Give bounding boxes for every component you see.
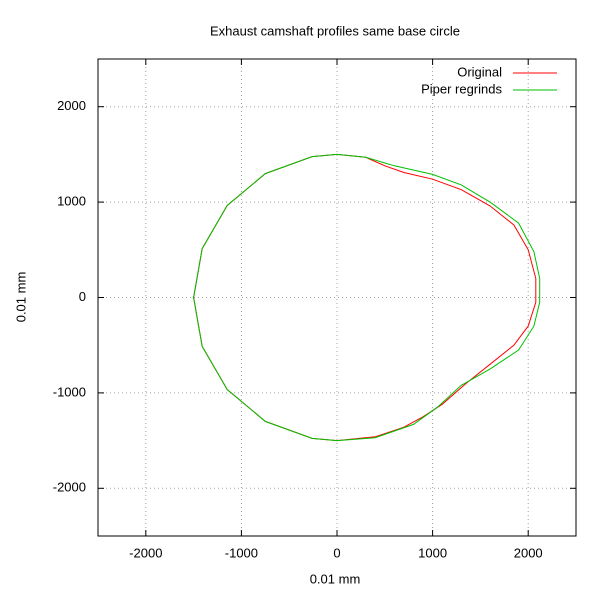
y-tick-label: 2000 bbox=[57, 98, 86, 113]
x-tick-label: 0 bbox=[333, 545, 340, 560]
legend-label: Original bbox=[457, 64, 502, 79]
x-tick-label: 1000 bbox=[418, 545, 447, 560]
y-tick-label: -1000 bbox=[53, 384, 86, 399]
series-line bbox=[193, 153, 537, 442]
x-tick-label: 2000 bbox=[514, 545, 543, 560]
y-axis-label: 0.01 mm bbox=[13, 272, 28, 323]
x-axis-label: 0.01 mm bbox=[310, 571, 361, 586]
plot-border bbox=[97, 58, 577, 537]
series-line bbox=[193, 153, 541, 442]
x-tick-label: -2000 bbox=[129, 545, 162, 560]
chart-title: Exhaust camshaft profiles same base circ… bbox=[210, 23, 460, 38]
y-tick-label: 0 bbox=[79, 289, 86, 304]
y-tick-label: 1000 bbox=[57, 194, 86, 209]
x-tick-label: -1000 bbox=[225, 545, 258, 560]
legend-label: Piper regrinds bbox=[421, 81, 502, 96]
y-tick-label: -2000 bbox=[53, 480, 86, 495]
